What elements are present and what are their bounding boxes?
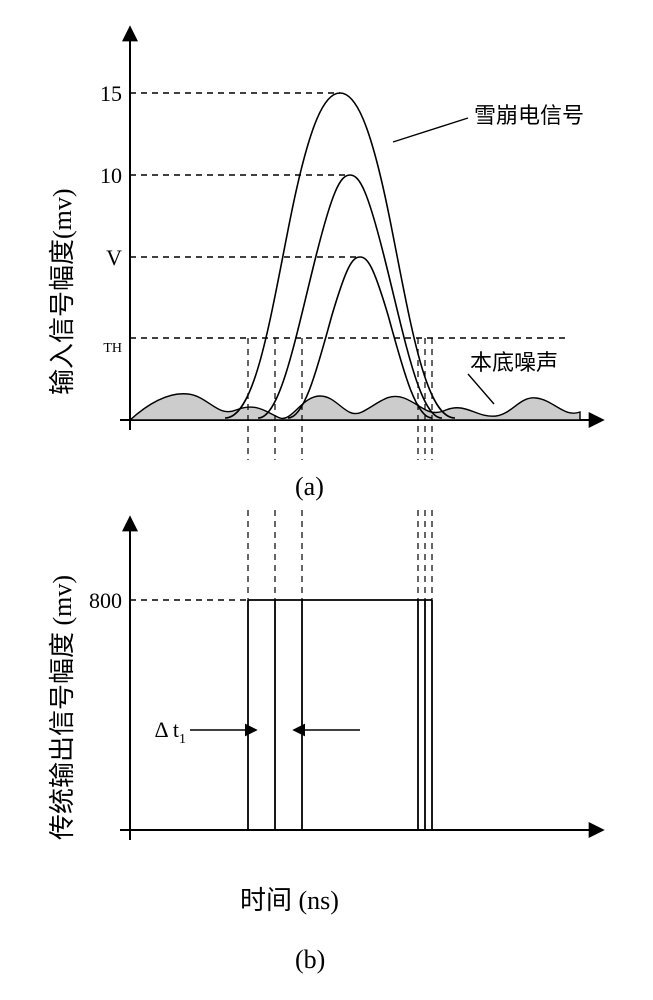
figure-b-caption: (b) [295, 945, 325, 975]
noise-label: 本底噪声 [468, 350, 558, 404]
svg-text:Δ t1: Δ t1 [154, 717, 186, 747]
ytick-vth: TH [103, 341, 122, 356]
ytick-800: 800 [89, 588, 122, 613]
ytick-10: V [106, 245, 122, 270]
ytick-20: 15 [100, 81, 122, 106]
noise-floor-area [130, 394, 580, 420]
ytick-15: 10 [100, 163, 122, 188]
output-pulses [248, 600, 432, 830]
delta-t1-indicator: Δ t1 [154, 717, 360, 747]
gridlines [130, 93, 570, 338]
figure-a-caption: (a) [295, 472, 324, 502]
x-axis-label-b: 时间 (ns) [240, 880, 339, 917]
avalanche-curves [225, 93, 455, 418]
svg-text:雪崩电信号: 雪崩电信号 [474, 103, 584, 128]
avalanche-label: 雪崩电信号 [393, 103, 584, 142]
figure-b-chart: 800 Δ t1 [70, 510, 630, 880]
svg-text:本底噪声: 本底噪声 [470, 350, 558, 375]
figure-a-chart: 15 10 V TH 雪崩电信号 本底噪声 [70, 20, 630, 470]
continuation-dashes [248, 510, 432, 600]
